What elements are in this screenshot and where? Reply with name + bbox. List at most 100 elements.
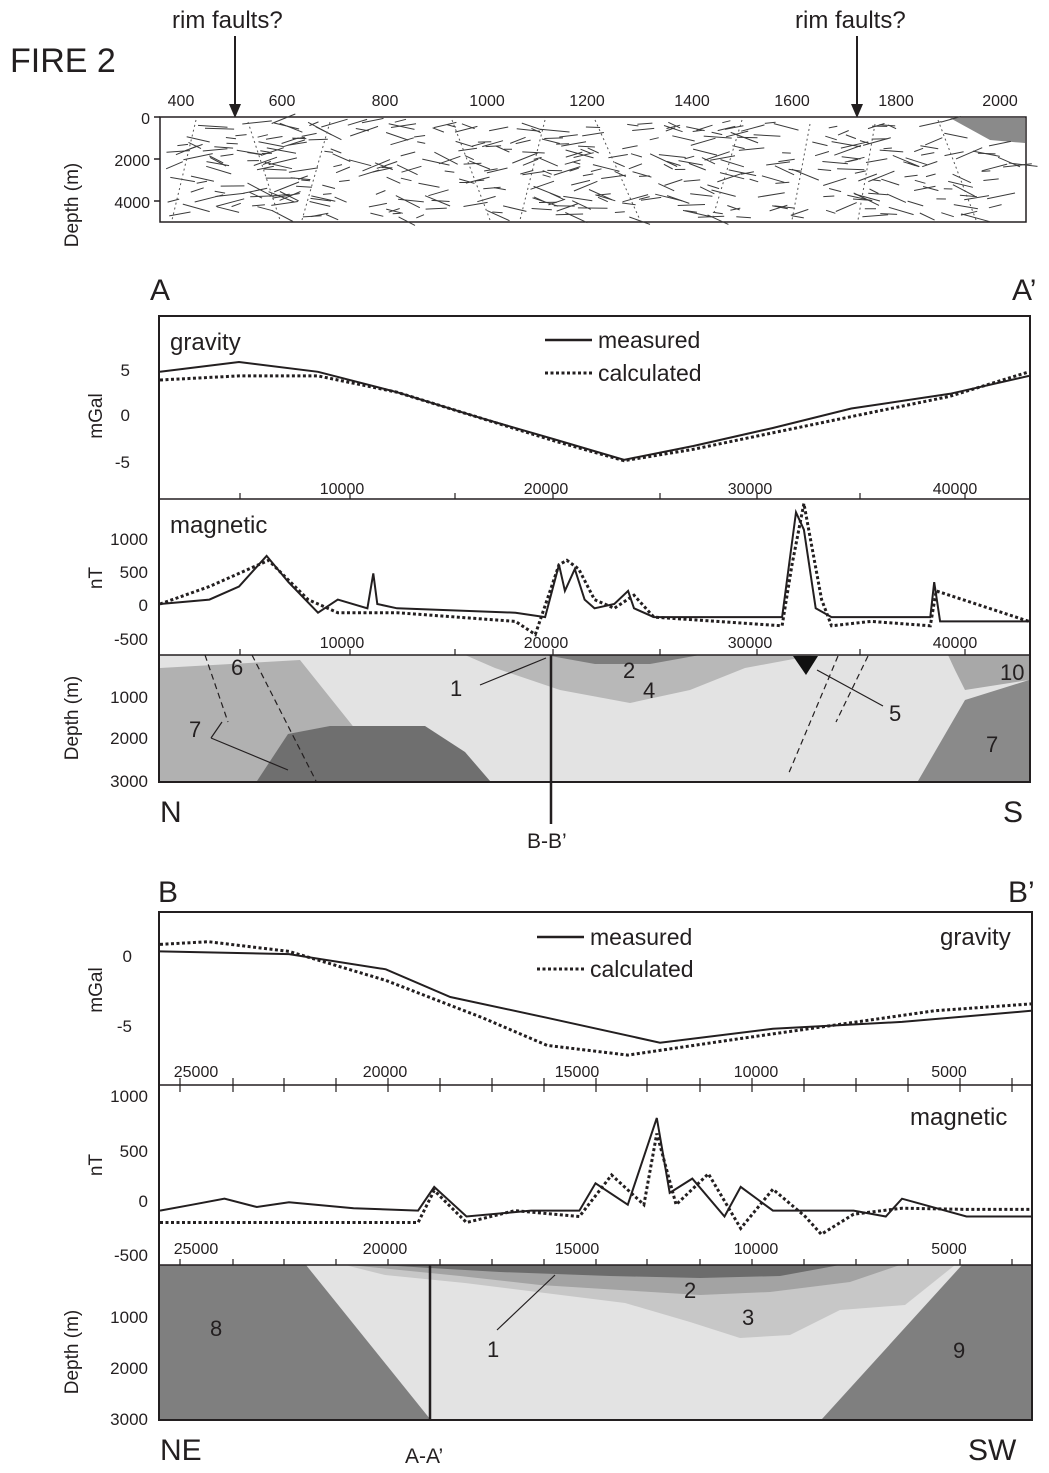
panel-a-left-direction: N [160,796,182,829]
distance-tick: 20000 [363,1064,408,1081]
seismic-reflector-dash [459,178,475,184]
seismic-reflector-dash [502,205,527,212]
seismic-reflector-dash [703,135,732,139]
seismic-reflector-dash [664,179,683,186]
seismic-reflector-dash [672,135,695,142]
seismic-reflector-dash [711,131,723,136]
seismic-reflector-dash [565,151,583,158]
seismic-reflector-dash [279,191,301,201]
seismic-reflector-dash [677,204,706,206]
gravity-tick: -5 [115,453,130,472]
unit-1-layer [380,1265,840,1278]
panel-b-depth-model: 1 2 3 8 9 [160,1265,1031,1420]
unit-2-wedge [465,655,815,703]
seismic-reflector-dash [269,193,290,197]
seismic-reflector-dash [728,169,757,177]
panel-a-depth-label: Depth (m) [62,676,83,760]
seismic-reflector-dash [388,208,400,213]
seismic-reflector-dash [209,155,224,164]
seismic-reflector-dash [273,122,300,130]
magnetic-tick: 0 [139,1192,148,1211]
seismic-reflector-dash [308,138,328,141]
seismic-reflector-dash [592,164,620,172]
seismic-reflector-dash [888,206,914,216]
panel-a-magnetic-unit: nT [86,567,107,590]
panel-a-dashed-faults [204,654,869,782]
seismic-reflector-dash [388,123,415,130]
gravity-measured-line [159,360,1030,461]
seismic-reflector-dash [226,142,238,145]
seismic-reflector-dash [988,204,1002,209]
seismic-reflector-dash [401,165,422,173]
seismic-reflector-dash [678,160,703,166]
seismic-reflector-dash [595,194,616,202]
seismic-reflector-dash [769,204,788,212]
seismic-reflector-dash [597,196,609,203]
panel-b-magnetic-label: magnetic [910,1104,1007,1131]
seismic-reflector-dash [666,195,690,204]
seismic-reflector-dash [880,213,898,215]
seismic-reflector-dash [510,136,526,144]
magnetic-tick: -500 [114,630,148,649]
seismic-reflector-dash [825,135,837,141]
seismic-reflector-dash [165,161,183,170]
seismic-reflector-dash [986,192,1016,200]
unit-7-south [918,680,1029,781]
figure-title: FIRE 2 [10,42,116,80]
seismic-reflector-dash [717,172,743,183]
unit-label: 10 [1000,660,1024,685]
seismic-reflector-dash [265,136,283,140]
seismic-reflector-dash [904,174,918,178]
seismic-reflector-dash [658,183,675,192]
seismic-reflector-dash [215,198,245,207]
seismic-reflector-dash [186,136,210,143]
unit-label: 7 [189,717,201,742]
distance-tick: 10000 [320,635,365,652]
seismic-reflector-dash [242,120,272,125]
seismic-reflector-dash [485,145,502,148]
seismic-reflector-dash [704,151,730,161]
seismic-reflector-dash [307,121,332,136]
seismic-reflector-dash [596,193,611,196]
seismic-reflector-dash [649,137,659,141]
seismic-reflector-dash [981,163,1008,172]
seismic-reflector-dash [828,125,838,129]
seismic-reflector-dash [400,177,412,182]
seismic-reflector-dash [564,159,581,165]
seismic-reflector-dash [461,123,475,130]
seismic-reflector-dash [385,132,409,141]
seismic-reflector-dash [649,153,678,167]
seismic-reflector-dash [665,127,676,132]
seismic-reflector-dashes [165,113,1038,226]
seismic-reflector-dash [322,193,332,195]
seismic-reflector-dash [840,141,869,149]
seismic-reflector-dash [907,162,916,167]
seismic-reflector-dash [730,131,759,144]
seismic-reflector-dash [458,147,478,152]
seismic-reflector-dash [858,173,878,182]
seismic-reflector-dash [925,137,943,146]
seismic-reflector-dash [668,121,681,129]
seismic-x-tick: 2000 [982,93,1018,110]
seismic-reflector-dash [516,128,541,132]
seismic-y-tick: 2000 [114,153,150,170]
seismic-reflector-dash [169,211,191,217]
seismic-reflector-dash [463,162,482,165]
seismic-reflector-dash [638,196,650,200]
seismic-reflector-dash [614,162,625,168]
seismic-reflector-dash [432,127,445,133]
seismic-reflector-dash [790,208,809,216]
seismic-reflector-dash [814,151,830,157]
seismic-reflector-dash [701,157,716,165]
seismic-reflector-dash [925,173,936,178]
distance-tick: 20000 [363,1241,408,1258]
seismic-reflector-dash [883,147,892,150]
seismic-x-axis: 400 600 800 1000 1200 1400 1600 1800 200… [168,93,1018,110]
panel-b-gravity: gravity measured calculated mGal 0 -5 25… [86,924,1032,1081]
seismic-reflector-dash [666,124,681,129]
seismic-reflector-dash [753,134,781,137]
seismic-reflector-dash [483,186,501,190]
seismic-reflector-dash [309,201,331,207]
seismic-reflector-dash [486,167,508,174]
depth-tick: 3000 [110,1410,148,1429]
